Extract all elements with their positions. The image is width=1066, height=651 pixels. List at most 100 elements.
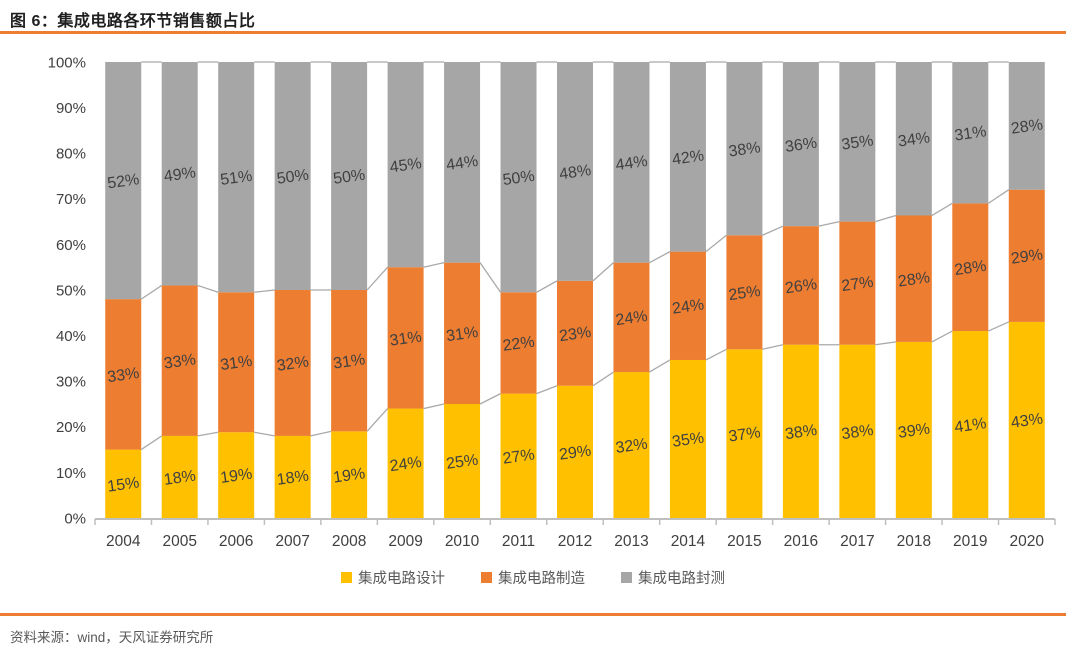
bar-segment-2012-集成电路设计 — [557, 385, 593, 518]
title-divider — [0, 31, 1066, 34]
x-axis-label: 2011 — [502, 533, 535, 550]
bar-segment-2008-集成电路设计 — [331, 431, 368, 518]
series-line — [479, 262, 502, 293]
bar-segment-2020-集成电路设计 — [1008, 321, 1045, 518]
series-line — [705, 348, 727, 361]
data-label-2012-集成电路制造: 23% — [558, 324, 592, 345]
data-label-2017-集成电路封测: 35% — [840, 132, 874, 153]
legend-swatch-packtest — [621, 572, 632, 583]
series-line — [649, 251, 671, 264]
bar-segment-2012-集成电路封测 — [557, 62, 593, 281]
bar-segment-2005-集成电路制造 — [161, 285, 198, 436]
bar-segment-2010-集成电路设计 — [444, 404, 481, 518]
figure-title: 图 6：集成电路各环节销售额占比 — [10, 13, 256, 30]
series-line — [310, 430, 332, 437]
data-label-2008-集成电路封测: 50% — [332, 167, 366, 188]
stacked-bar-chart: 0% 10% 20% 30% 40% 50% 60% 70% 80% 90% 100% 2004 200… — [0, 40, 1066, 560]
series-line — [197, 431, 219, 437]
bar-segment-2006-集成电路封测 — [218, 62, 255, 293]
bar-segment-2017-集成电路封测 — [839, 62, 876, 222]
data-label-2006-集成电路设计: 19% — [219, 466, 253, 487]
data-label-2015-集成电路封测: 38% — [728, 139, 762, 160]
series-line — [649, 359, 671, 373]
data-label-2014-集成电路制造: 24% — [671, 296, 705, 317]
x-axis-label: 2012 — [558, 533, 592, 550]
bar-segment-2018-集成电路设计 — [895, 341, 932, 518]
data-label-2019-集成电路封测: 31% — [953, 123, 987, 144]
bar-segment-2004-集成电路设计 — [105, 449, 142, 518]
data-label-2007-集成电路制造: 32% — [276, 354, 310, 375]
y-axis-tick-label: 90% — [56, 100, 86, 117]
data-label-2005-集成电路封测: 49% — [163, 164, 197, 185]
bar-segment-2005-集成电路封测 — [161, 62, 198, 286]
bar-segment-2009-集成电路制造 — [387, 267, 424, 409]
x-axis-label: 2013 — [614, 533, 648, 550]
data-label-2018-集成电路制造: 28% — [897, 269, 931, 290]
x-axis-label: 2004 — [106, 533, 141, 550]
series-line — [423, 403, 445, 410]
x-axis-label: 2006 — [219, 533, 253, 550]
bar-segment-2014-集成电路封测 — [669, 62, 706, 252]
legend-item-manufacture: 集成电路制造 — [481, 567, 585, 588]
bar-segment-2019-集成电路封测 — [952, 62, 989, 204]
bar-segment-2017-集成电路设计 — [839, 344, 876, 518]
data-label-2019-集成电路设计: 41% — [953, 415, 987, 436]
data-label-2012-集成电路设计: 29% — [558, 442, 592, 463]
bar-segment-2014-集成电路设计 — [669, 359, 706, 518]
bar-segment-2013-集成电路制造 — [613, 262, 650, 373]
bar-segment-2011-集成电路封测 — [500, 62, 537, 293]
legend-item-design: 集成电路设计 — [341, 567, 445, 588]
bar-segment-2016-集成电路封测 — [782, 62, 819, 227]
bar-segment-2018-集成电路制造 — [895, 215, 932, 342]
bar-segment-2005-集成电路设计 — [161, 435, 198, 518]
data-label-2016-集成电路封测: 36% — [784, 135, 818, 156]
bar-segment-2007-集成电路封测 — [274, 62, 311, 290]
data-label-2004-集成电路封测: 52% — [106, 171, 140, 192]
series-line — [875, 341, 896, 346]
bar-segment-2007-集成电路设计 — [274, 435, 311, 518]
bar-segment-2010-集成电路制造 — [444, 262, 481, 404]
bar-segment-2019-集成电路设计 — [952, 331, 989, 518]
series-line — [705, 234, 727, 253]
bar-segment-2004-集成电路封测 — [105, 62, 142, 300]
bar-segment-2020-集成电路制造 — [1008, 189, 1045, 322]
data-label-2008-集成电路设计: 19% — [332, 465, 366, 486]
bar-segment-2020-集成电路封测 — [1008, 62, 1045, 190]
data-label-2015-集成电路设计: 37% — [728, 424, 762, 445]
series-line — [931, 202, 953, 217]
x-axis-label: 2008 — [332, 533, 366, 550]
data-label-2009-集成电路设计: 24% — [389, 454, 423, 475]
bar-segment-2017-集成电路制造 — [839, 221, 876, 345]
data-label-2008-集成电路制造: 31% — [332, 351, 366, 372]
y-axis-tick-label: 30% — [56, 374, 86, 391]
data-label-2013-集成电路设计: 32% — [615, 436, 649, 457]
data-label-2020-集成电路封测: 28% — [1010, 116, 1044, 137]
data-label-2012-集成电路封测: 48% — [558, 162, 592, 183]
x-axis-label: 2007 — [275, 533, 309, 550]
x-axis-label: 2009 — [388, 533, 422, 550]
legend-swatch-design — [341, 572, 352, 583]
series-line — [254, 431, 275, 437]
data-label-2018-集成电路设计: 39% — [897, 421, 931, 442]
series-line — [988, 321, 1010, 332]
data-label-2009-集成电路封测: 45% — [389, 155, 423, 176]
data-label-2015-集成电路制造: 25% — [728, 283, 762, 304]
bar-segment-2009-集成电路封测 — [387, 62, 424, 268]
data-label-2005-集成电路制造: 33% — [163, 351, 197, 372]
series-line — [931, 330, 953, 343]
data-label-2013-集成电路制造: 24% — [615, 308, 649, 329]
bar-segment-2013-集成电路封测 — [613, 62, 650, 263]
bar-segment-2016-集成电路制造 — [782, 226, 819, 345]
series-line — [592, 262, 614, 282]
data-label-2013-集成电路封测: 44% — [615, 153, 649, 174]
legend-item-packtest: 集成电路封测 — [621, 567, 725, 588]
data-label-2010-集成电路设计: 25% — [445, 452, 479, 473]
bar-segment-2008-集成电路封测 — [331, 62, 368, 290]
source-note: 资料来源：wind，天风证券研究所 — [10, 630, 214, 645]
x-axis-label: 2015 — [727, 533, 761, 550]
data-label-2017-集成电路制造: 27% — [840, 274, 874, 295]
data-label-2004-集成电路制造: 33% — [106, 365, 140, 386]
y-axis-tick-label: 60% — [56, 237, 86, 254]
data-label-2009-集成电路制造: 31% — [389, 328, 423, 349]
footer-divider — [0, 613, 1066, 616]
